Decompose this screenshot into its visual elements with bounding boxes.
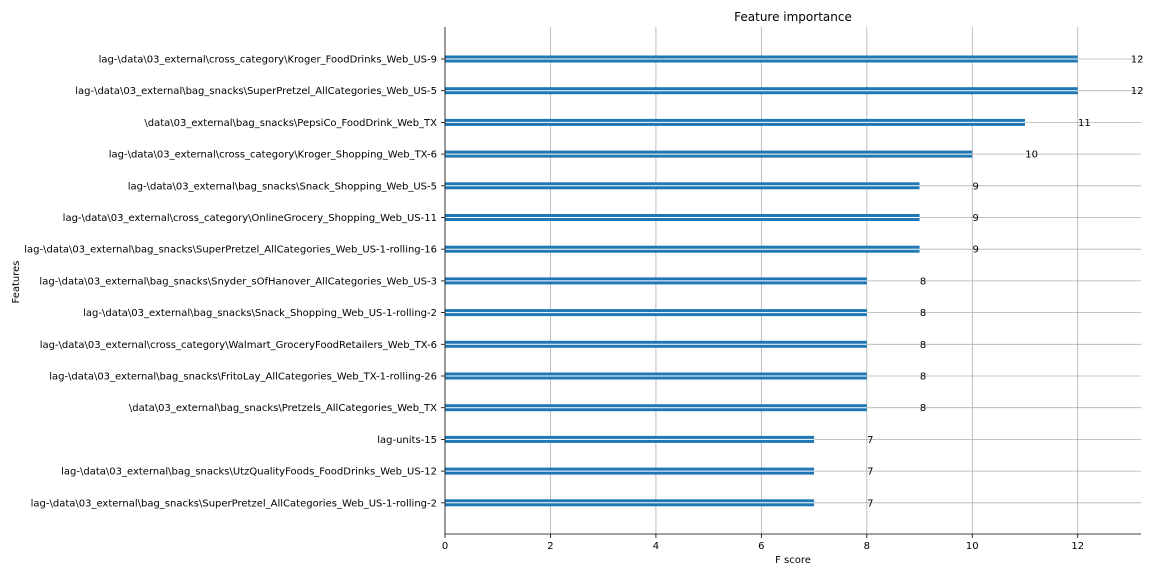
feature-label: lag-\data\03_external\bag_snacks\SuperPr… xyxy=(24,245,437,256)
feature-label: \data\03_external\bag_snacks\PepsiCo_Foo… xyxy=(144,118,437,129)
feature-label: lag-\data\03_external\cross_category\Kro… xyxy=(99,55,437,66)
x-tick-label: 8 xyxy=(864,541,870,552)
value-label: 12 xyxy=(1131,86,1144,97)
value-label: 10 xyxy=(1025,150,1038,161)
feature-label: \data\03_external\bag_snacks\Pretzels_Al… xyxy=(129,403,437,414)
feature-label: lag-\data\03_external\bag_snacks\Snyder_… xyxy=(39,276,437,287)
feature-label: lag-\data\03_external\bag_snacks\Snack_S… xyxy=(83,308,437,319)
x-tick-label: 10 xyxy=(966,541,979,552)
x-tick-label: 6 xyxy=(758,541,764,552)
feature-label: lag-units-15 xyxy=(377,435,437,446)
label-layer: 0 2 4 6 8 10 12 lag-\data\03_external\cross_cat… xyxy=(24,55,1143,553)
value-label: 7 xyxy=(867,498,873,509)
x-axis-title: F score xyxy=(775,555,811,566)
feature-label: lag-\data\03_external\cross_category\Wal… xyxy=(40,340,437,351)
value-label: 12 xyxy=(1131,55,1144,66)
value-label: 11 xyxy=(1078,118,1091,129)
feature-label: lag-\data\03_external\bag_snacks\Snack_S… xyxy=(128,181,437,192)
feature-label: lag-\data\03_external\bag_snacks\SuperPr… xyxy=(31,498,437,509)
bar-layer xyxy=(445,55,1078,507)
feature-label: lag-\data\03_external\bag_snacks\SuperPr… xyxy=(75,86,437,97)
y-axis-title: Features xyxy=(11,261,22,304)
feature-label: lag-\data\03_external\cross_category\Kro… xyxy=(109,150,437,161)
chart-title: Feature importance xyxy=(734,10,852,24)
value-label: 7 xyxy=(867,435,873,446)
feature-label: lag-\data\03_external\cross_category\Onl… xyxy=(63,213,437,224)
x-tick-label: 0 xyxy=(442,541,448,552)
value-label: 9 xyxy=(973,213,979,224)
axes-frame xyxy=(441,27,1141,538)
value-label: 9 xyxy=(973,181,979,192)
value-label: 8 xyxy=(920,340,926,351)
x-tick-label: 4 xyxy=(653,541,659,552)
value-label: 8 xyxy=(920,276,926,287)
feature-label: lag-\data\03_external\bag_snacks\FritoLa… xyxy=(49,372,437,383)
feature-label: lag-\data\03_external\bag_snacks\UtzQual… xyxy=(61,467,437,478)
value-label: 9 xyxy=(973,245,979,256)
value-label: 8 xyxy=(920,403,926,414)
value-label: 8 xyxy=(920,372,926,383)
value-label: 8 xyxy=(920,308,926,319)
x-tick-label: 12 xyxy=(1071,541,1084,552)
value-label: 7 xyxy=(867,467,873,478)
x-tick-label: 2 xyxy=(547,541,553,552)
